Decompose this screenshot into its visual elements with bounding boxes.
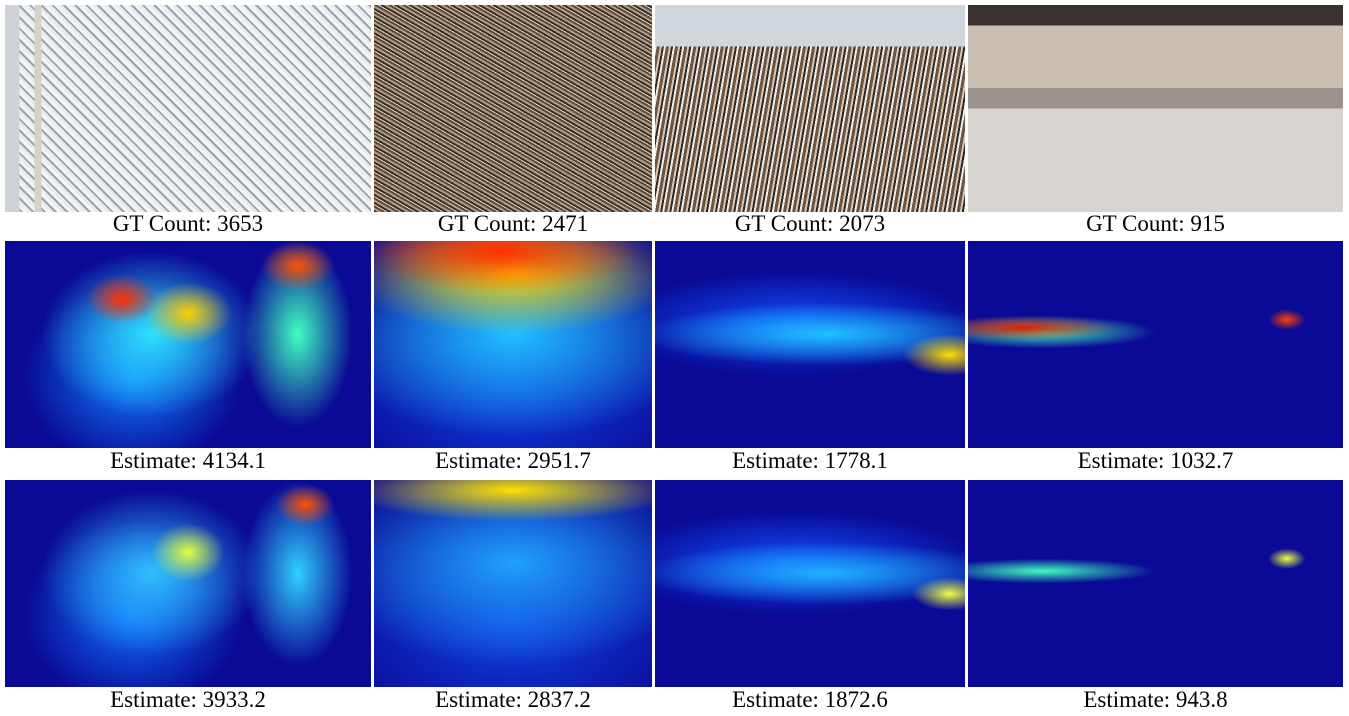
caption: Estimate: 943.8 <box>968 688 1343 712</box>
photo <box>655 5 965 212</box>
density-map <box>5 241 371 448</box>
density-map <box>968 241 1343 448</box>
density-map <box>655 241 965 448</box>
caption: Estimate: 2951.7 <box>374 449 652 473</box>
density-map <box>374 241 652 448</box>
figure: GT Count: 3653GT Count: 2471GT Count: 20… <box>0 0 1349 716</box>
density-map <box>655 480 965 687</box>
photo <box>5 5 371 212</box>
caption: Estimate: 1778.1 <box>655 449 965 473</box>
caption: GT Count: 2471 <box>374 212 652 236</box>
density-map <box>968 480 1343 687</box>
photo <box>968 5 1343 212</box>
caption: Estimate: 4134.1 <box>5 449 371 473</box>
caption: GT Count: 2073 <box>655 212 965 236</box>
caption: GT Count: 915 <box>968 212 1343 236</box>
caption: GT Count: 3653 <box>5 212 371 236</box>
caption: Estimate: 1872.6 <box>655 688 965 712</box>
caption: Estimate: 2837.2 <box>374 688 652 712</box>
photo <box>374 5 652 212</box>
density-map <box>5 480 371 687</box>
caption: Estimate: 3933.2 <box>5 688 371 712</box>
caption: Estimate: 1032.7 <box>968 449 1343 473</box>
density-map <box>374 480 652 687</box>
